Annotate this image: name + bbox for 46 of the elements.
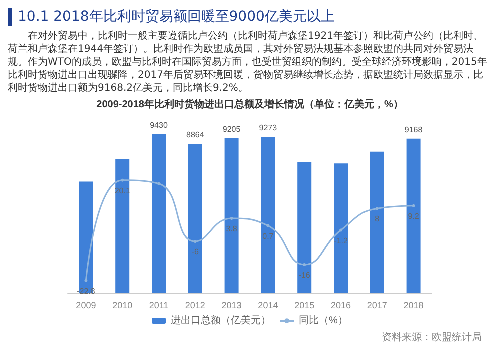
data-label: 9273 <box>259 124 278 133</box>
data-label: 9430 <box>150 121 168 130</box>
data-label: 8864 <box>186 130 205 140</box>
x-tick-label: 2010 <box>112 300 133 310</box>
data-label: 3.8 <box>226 224 238 234</box>
bar <box>188 144 202 293</box>
legend-label: 同比（%） <box>299 314 348 326</box>
data-label: 0.7 <box>262 232 274 241</box>
data-label: 9168 <box>404 125 424 134</box>
x-tick-label: 2017 <box>367 300 388 310</box>
bar <box>298 162 312 293</box>
bar <box>334 164 348 293</box>
point <box>376 207 379 210</box>
chart-title: 10.1 2018年比利时贸易额回暖至9000亿美元以上 <box>8 8 492 26</box>
data-label: -1.2 <box>334 236 348 246</box>
data-label: 9205 <box>222 124 242 134</box>
x-tick-label: 2014 <box>258 300 278 310</box>
data-label: 8 <box>375 214 380 224</box>
x-tick-label: 2012 <box>185 300 206 310</box>
point <box>340 228 342 232</box>
bar <box>406 138 421 293</box>
data-label: -16 <box>298 270 311 280</box>
data-label: 9.2 <box>408 212 420 221</box>
bar <box>116 159 130 293</box>
chart-subtitle: 在对外贸易中，比利时一般主要遵循比卢公约（比利时荷卢森堡1921年签订）和比荷卢公约（比利时、荷兰和卢森堡在1944年签订）。比利时作为欧盟成员国，其对外贸易法规基本参照欧盟的共同对外贸易法规。作为WTO的成员，欧盟与比利时在国际贸易方面，也受世贸组织的制约。受全球经济环境影响，2015年比利时货物进出口出现骤降，2017年后贸易环境回暖，货物贸易继续增长态势，据欧盟统计局数据显示，比利时货物进出口额为9168.2亿美元，同比增长9.2%。 <box>8 30 488 95</box>
point <box>230 217 234 220</box>
x-tick-label: 2018 <box>404 300 424 310</box>
point <box>412 204 416 208</box>
x-tick-label: 2011 <box>149 300 169 310</box>
point <box>121 178 124 182</box>
point <box>84 279 88 282</box>
bar <box>79 182 94 293</box>
bar <box>261 137 276 293</box>
bar <box>370 152 384 293</box>
data-label: -6 <box>192 248 200 257</box>
text: 2009-2018年比利时货物进出口总额及增长情况（单位：亿美元，%） <box>96 98 404 110</box>
point <box>266 224 270 228</box>
x-tick-label: 2013 <box>222 300 242 310</box>
text: 资料来源：欧盟统计局 <box>382 332 482 344</box>
bar <box>224 138 239 293</box>
point <box>158 182 160 186</box>
x-tick-label: 2009 <box>76 300 96 310</box>
legend-label: 进出口总额（亿美元） <box>171 314 272 326</box>
x-tick-label: 2016 <box>330 300 352 310</box>
x-tick-label: 2015 <box>294 300 315 310</box>
bar <box>152 134 166 293</box>
